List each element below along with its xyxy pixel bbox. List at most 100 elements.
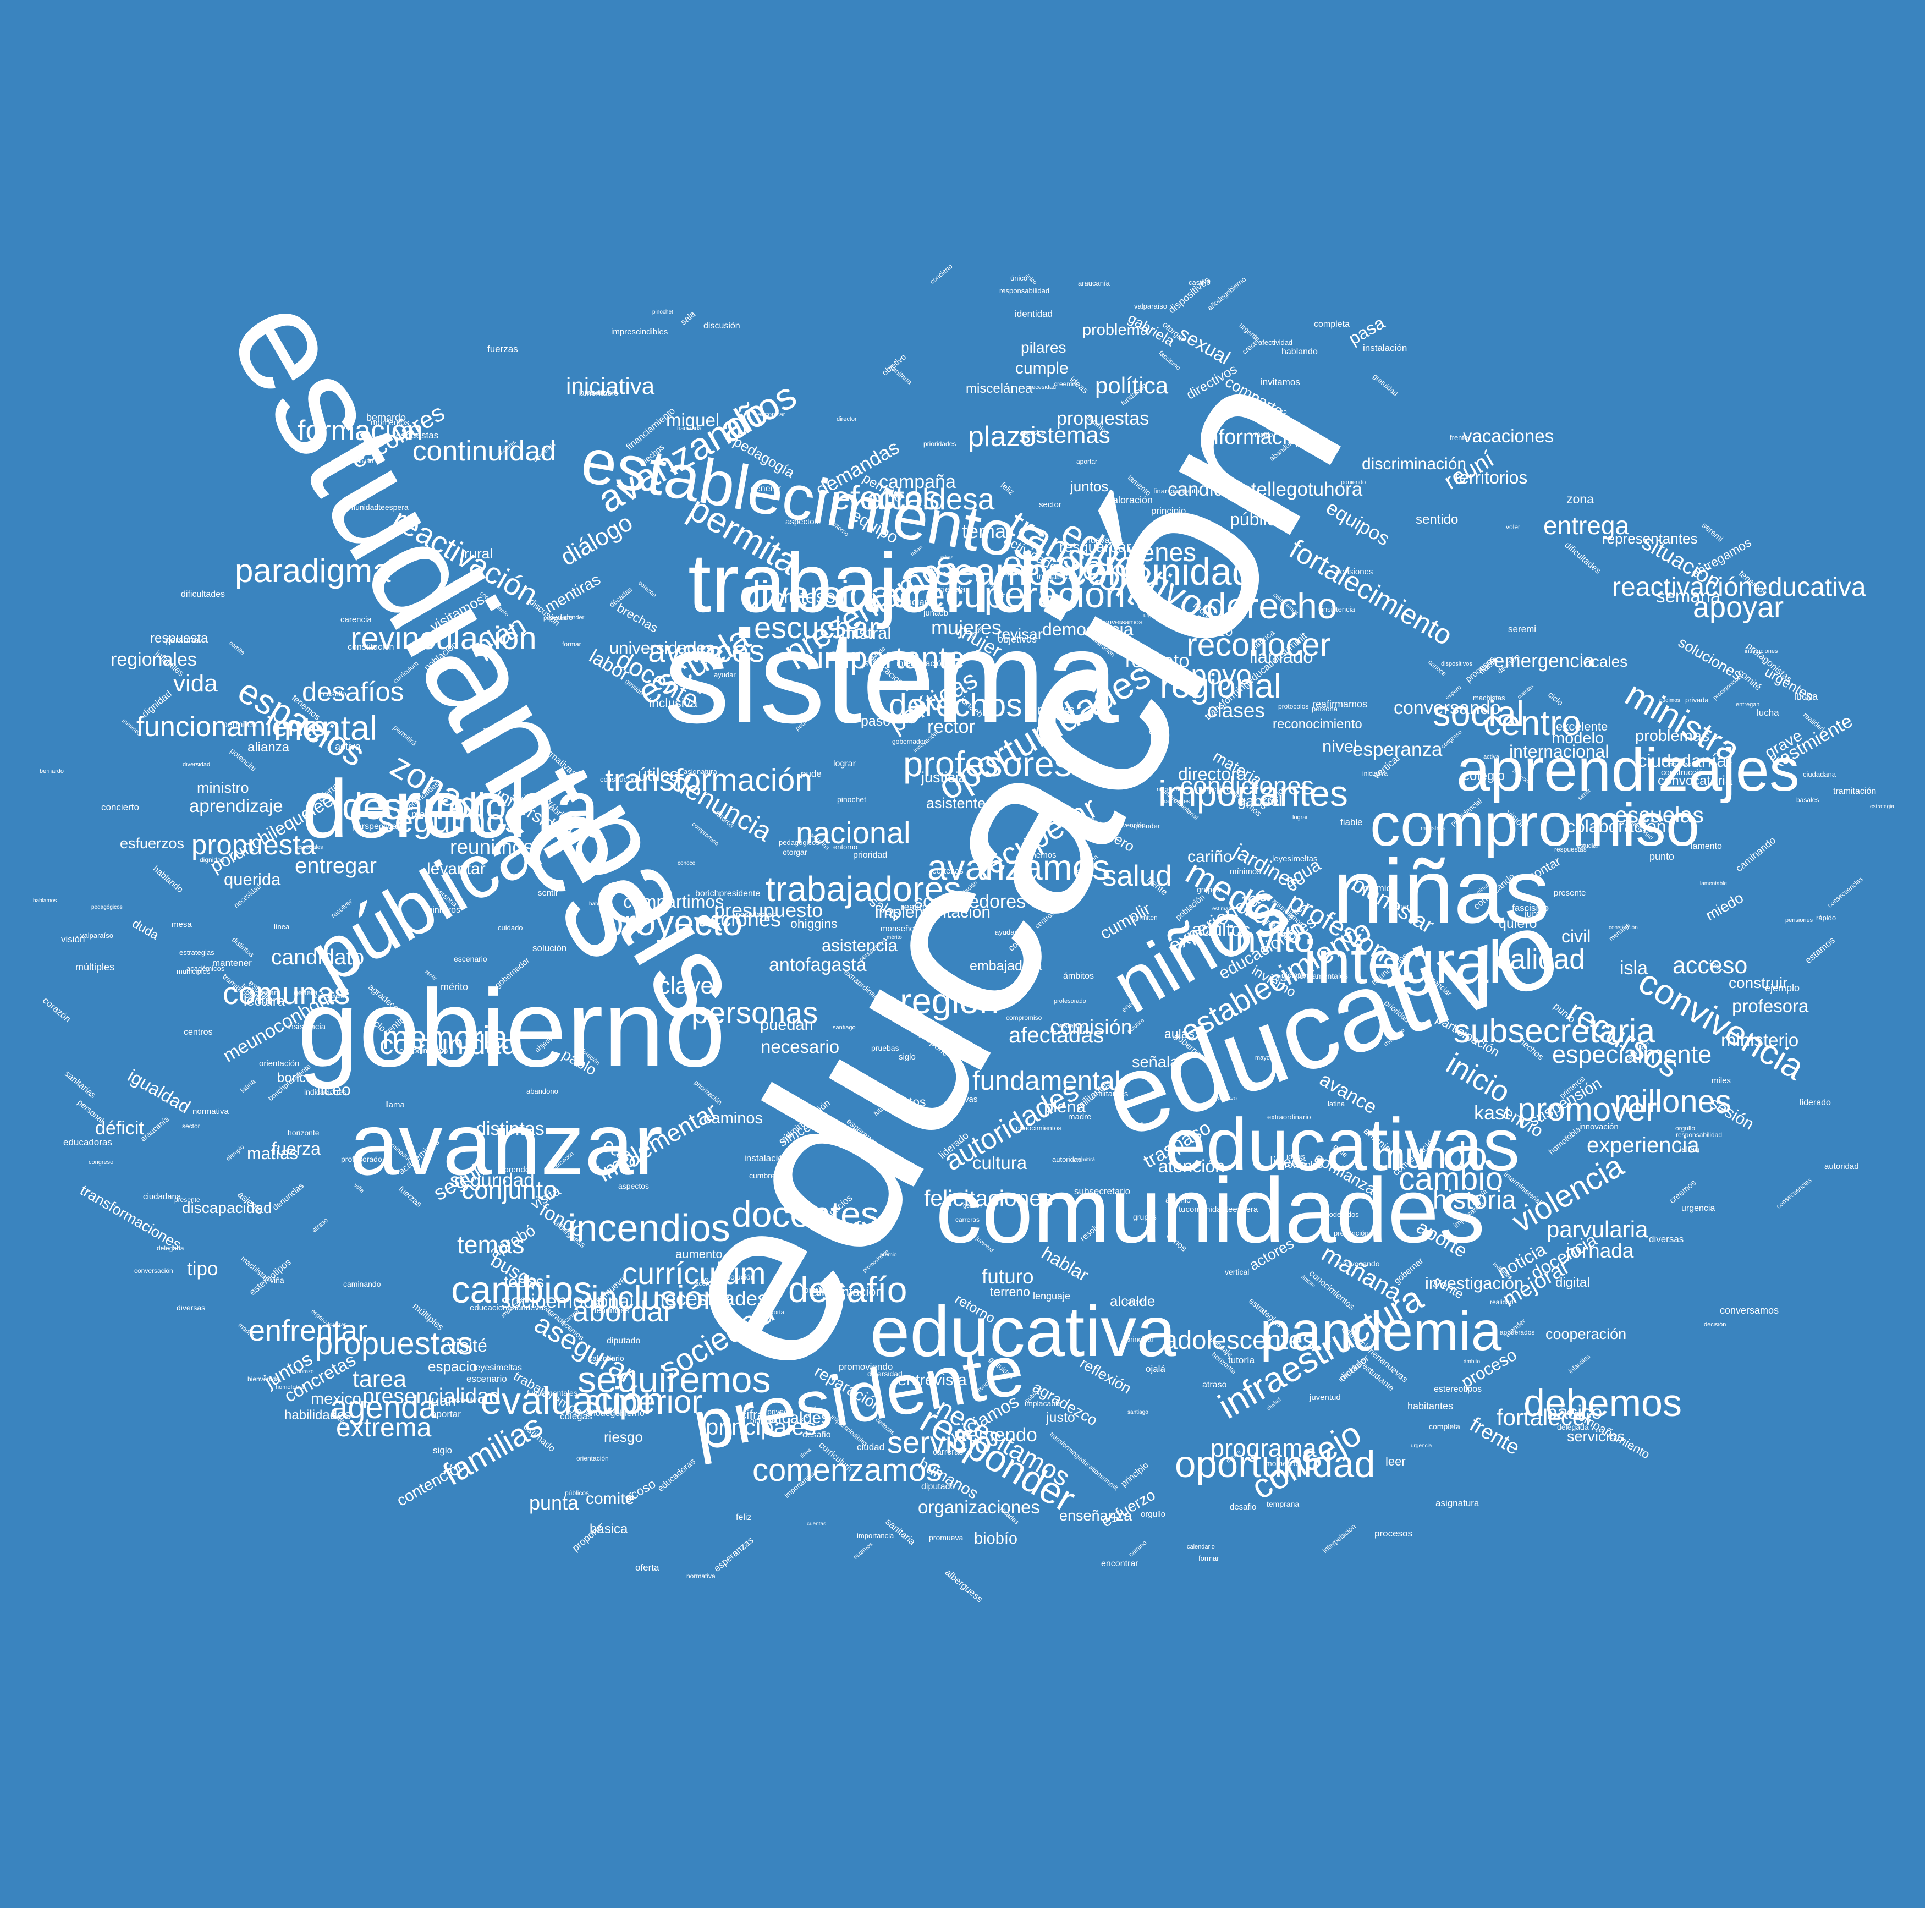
medium-word: social [1433, 693, 1525, 733]
tiny-word: carreras [955, 1216, 980, 1223]
medium-word: escuchar [754, 610, 879, 645]
tiny-word: urgente [1143, 613, 1162, 619]
tiny-word: tenemos [1025, 850, 1057, 860]
small-word: liceos [1270, 1154, 1307, 1170]
tiny-word: profesorado [1054, 998, 1086, 1005]
tiny-word: urgencia [1681, 1204, 1715, 1213]
tiny-word: iniciativa [1037, 572, 1071, 581]
tiny-word: frente [1450, 433, 1469, 442]
small-word: visité [447, 1336, 487, 1355]
medium-word: región [900, 981, 999, 1021]
small-word: inclusiva [649, 696, 698, 710]
small-word: implementación [875, 903, 991, 921]
tiny-word: imprescindibles [611, 327, 668, 337]
small-word: minutos [882, 1095, 926, 1109]
tiny-word: estamos [1803, 935, 1837, 966]
small-word: digital [1555, 1275, 1590, 1290]
tiny-word: extraordinario [1267, 1113, 1311, 1121]
small-word: juntos [1070, 478, 1109, 495]
tiny-word: alberguess [943, 1567, 985, 1605]
small-word: semana [1656, 586, 1721, 606]
small-word: socioemocional [501, 1291, 634, 1312]
tiny-word: privada [1685, 696, 1709, 704]
tiny-word: pensiones [1785, 917, 1813, 924]
tiny-word: pudimos [1659, 698, 1680, 704]
tiny-word: educadoras [656, 1457, 697, 1494]
small-word: mentiras [542, 570, 604, 617]
tiny-word: ojalá [1275, 974, 1291, 983]
medium-word: enfrentar [249, 1314, 368, 1347]
small-word: tremendo [956, 1424, 1037, 1446]
tiny-word: ámbitos [1063, 972, 1094, 981]
tiny-word: infantiles [1567, 1352, 1592, 1375]
tiny-word: mérito [441, 981, 469, 992]
tiny-word: lamento [1691, 842, 1722, 851]
tiny-word: machistas [239, 1254, 272, 1283]
word: integral [1304, 929, 1502, 996]
small-word: cariño [1187, 848, 1233, 866]
tiny-word: grupos [1133, 1212, 1157, 1221]
medium-word: jóvenes [1107, 537, 1196, 567]
tiny-word: realidad [1490, 1298, 1514, 1306]
small-word: campaña [879, 471, 956, 492]
tiny-word: castillo [323, 689, 346, 698]
tiny-word: delegada [157, 1244, 184, 1252]
tiny-word: dignidad [200, 856, 225, 864]
tiny-word: cumbre [749, 1171, 775, 1180]
tiny-word: voler [1506, 523, 1521, 531]
tiny-word: ejemplo [1765, 983, 1800, 994]
tiny-word: pinochet [652, 309, 673, 315]
small-word: justicia [921, 769, 967, 786]
small-word: universidades [609, 638, 715, 657]
tiny-word: diputado [607, 1336, 641, 1346]
tiny-word: habitantes [1407, 1401, 1454, 1412]
tiny-word: creemos [1054, 380, 1080, 388]
small-word: liceo [317, 1081, 351, 1099]
tiny-word: reafirmamos [1312, 699, 1368, 710]
tiny-word: insistencia [287, 1022, 326, 1031]
tiny-word: escenario [466, 1374, 507, 1384]
small-word: internacional [1509, 742, 1609, 761]
tiny-word: sala [679, 309, 698, 327]
small-word: quiero [1499, 916, 1537, 931]
medium-word: subsecretaria [1454, 1012, 1656, 1050]
tiny-word: ámbito [1464, 1359, 1481, 1365]
tiny-word: promueva [929, 1533, 964, 1542]
tiny-word: aprender [499, 1165, 533, 1174]
medium-word: profesores [903, 744, 1072, 784]
tiny-word: permitirá [392, 723, 419, 748]
tiny-word: concierto [101, 802, 139, 813]
tiny-word: corazón [637, 579, 658, 599]
small-word: paso [861, 713, 891, 729]
tiny-word: habitantes [1162, 798, 1190, 805]
small-word: zona [1566, 492, 1594, 506]
tiny-word: entorno [833, 843, 858, 851]
small-word: igualdad [124, 1065, 194, 1117]
small-word: miscelánea [966, 381, 1033, 396]
tiny-word: pedagógicos [91, 904, 123, 910]
tiny-word: financiamiento [1153, 487, 1200, 495]
tiny-word: esperanzas [712, 1534, 756, 1574]
tiny-word: llama [1141, 1121, 1157, 1129]
tiny-word: premio [880, 1252, 897, 1258]
medium-word: tarea [353, 1366, 407, 1392]
tiny-word: necesidad [1028, 384, 1057, 391]
tiny-word: cuidado [498, 924, 523, 932]
tiny-word: poniendo [909, 566, 936, 573]
tiny-word: feliz [998, 480, 1016, 497]
small-word: respeto [1125, 650, 1190, 672]
tiny-word: responsabilidad [999, 287, 1050, 295]
small-word: espacio [428, 1358, 477, 1375]
medium-word: política [1095, 372, 1169, 398]
tiny-word: valoración [1108, 495, 1153, 506]
medium-word: experiencia [1587, 1133, 1700, 1157]
tiny-word: monseñor [881, 924, 917, 934]
word: educativa [870, 1291, 1176, 1371]
tiny-word: borichpresidente [695, 889, 761, 898]
tiny-word: revincular [453, 1397, 477, 1403]
small-word: adultos [1192, 919, 1251, 940]
small-word: alianza [248, 740, 290, 755]
tiny-word: grupos [1197, 885, 1220, 894]
tiny-word: araucanía [1078, 279, 1110, 287]
tiny-word: junto [1525, 909, 1545, 919]
